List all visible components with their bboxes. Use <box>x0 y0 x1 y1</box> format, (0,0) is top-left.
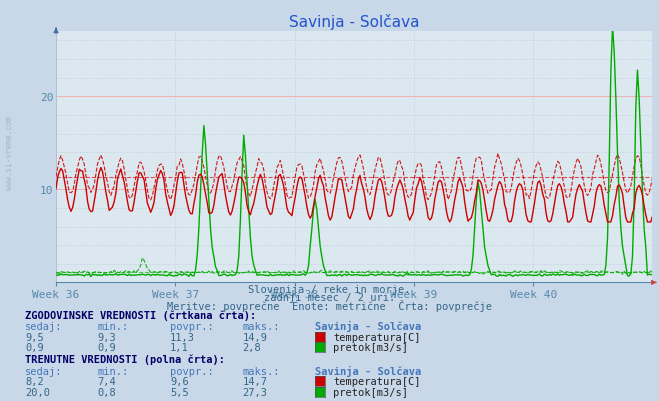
Text: 9,6: 9,6 <box>170 376 188 386</box>
Text: temperatura[C]: temperatura[C] <box>333 332 421 342</box>
Text: maks.:: maks.: <box>243 366 280 376</box>
Text: 11,3: 11,3 <box>170 332 195 342</box>
Text: 9,3: 9,3 <box>98 332 116 342</box>
Text: maks.:: maks.: <box>243 322 280 332</box>
Text: ZGODOVINSKE VREDNOSTI (črtkana črta):: ZGODOVINSKE VREDNOSTI (črtkana črta): <box>25 310 256 320</box>
Text: pretok[m3/s]: pretok[m3/s] <box>333 342 409 352</box>
Text: 0,9: 0,9 <box>25 342 43 352</box>
Text: 2,8: 2,8 <box>243 342 261 352</box>
Text: 14,9: 14,9 <box>243 332 268 342</box>
Text: zadnji mesec / 2 uri.: zadnji mesec / 2 uri. <box>264 293 395 303</box>
Text: min.:: min.: <box>98 366 129 376</box>
Text: temperatura[C]: temperatura[C] <box>333 376 421 386</box>
Text: 1,1: 1,1 <box>170 342 188 352</box>
Text: 9,5: 9,5 <box>25 332 43 342</box>
Text: 20,0: 20,0 <box>25 387 50 397</box>
Text: Savinja - Solčava: Savinja - Solčava <box>315 365 421 376</box>
Text: 0,8: 0,8 <box>98 387 116 397</box>
Text: 0,9: 0,9 <box>98 342 116 352</box>
Title: Savinja - Solčava: Savinja - Solčava <box>289 14 420 30</box>
Text: povpr.:: povpr.: <box>170 366 214 376</box>
Text: 5,5: 5,5 <box>170 387 188 397</box>
Text: 8,2: 8,2 <box>25 376 43 386</box>
Text: sedaj:: sedaj: <box>25 366 63 376</box>
Text: TRENUTNE VREDNOSTI (polna črta):: TRENUTNE VREDNOSTI (polna črta): <box>25 353 225 364</box>
Text: Meritve: povprečne  Enote: metrične  Črta: povprečje: Meritve: povprečne Enote: metrične Črta:… <box>167 299 492 311</box>
Text: min.:: min.: <box>98 322 129 332</box>
Text: 14,7: 14,7 <box>243 376 268 386</box>
Text: pretok[m3/s]: pretok[m3/s] <box>333 387 409 397</box>
Text: sedaj:: sedaj: <box>25 322 63 332</box>
Text: Savinja - Solčava: Savinja - Solčava <box>315 321 421 332</box>
Text: povpr.:: povpr.: <box>170 322 214 332</box>
Text: www.si-vreme.com: www.si-vreme.com <box>5 115 14 189</box>
Text: Slovenija / reke in morje.: Slovenija / reke in morje. <box>248 285 411 295</box>
Text: 27,3: 27,3 <box>243 387 268 397</box>
Text: 7,4: 7,4 <box>98 376 116 386</box>
